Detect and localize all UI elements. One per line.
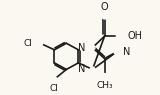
Text: N: N	[124, 47, 131, 57]
Text: Cl: Cl	[23, 39, 32, 48]
Circle shape	[90, 67, 95, 72]
Text: CH₃: CH₃	[96, 81, 113, 90]
Text: O: O	[101, 2, 108, 12]
Circle shape	[114, 50, 119, 54]
Circle shape	[52, 77, 57, 82]
Circle shape	[102, 74, 107, 78]
Text: N: N	[78, 64, 86, 74]
Text: Cl: Cl	[50, 84, 59, 93]
Circle shape	[116, 34, 121, 39]
Circle shape	[90, 45, 95, 50]
Circle shape	[38, 41, 43, 46]
Circle shape	[102, 14, 107, 19]
Text: N: N	[78, 43, 86, 53]
Text: OH: OH	[127, 31, 142, 41]
